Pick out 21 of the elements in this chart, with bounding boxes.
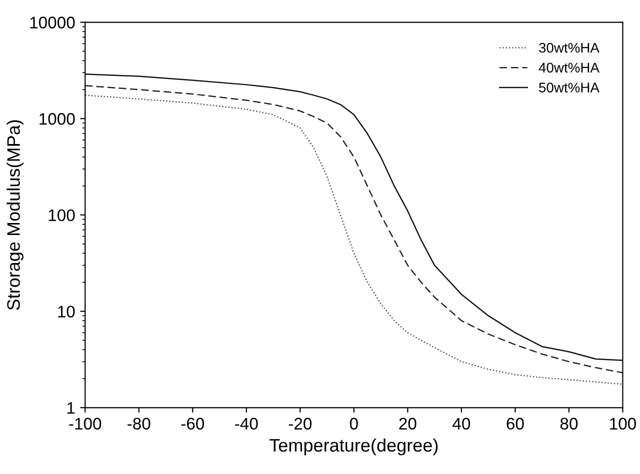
x-tick-label: -40 [235, 418, 258, 430]
legend-label: 30wt%HA [539, 42, 600, 53]
x-tick-label: -20 [288, 418, 312, 430]
x-tick-label: 20 [399, 418, 416, 430]
x-tick-label: 60 [506, 418, 524, 430]
y-axis-title: Strorage Modulus(MPa) [6, 120, 24, 310]
x-axis-title: Temperature(degree) [270, 438, 438, 456]
y-tick-label: 10 [58, 306, 75, 318]
x-tick-label: 80 [560, 418, 578, 430]
x-tick-label: 0 [350, 418, 358, 430]
x-tick-label: 40 [452, 418, 470, 430]
y-tick-label: 1 [67, 402, 75, 414]
x-tick-label: 100 [610, 418, 636, 430]
x-tick-label: -100 [69, 418, 102, 430]
y-tick-label: 1000 [40, 113, 75, 125]
x-tick-label: -60 [181, 418, 204, 430]
legend-label: 40wt%HA [538, 62, 600, 73]
x-tick-label: -80 [128, 418, 150, 430]
legend-label: 50wt%HA [539, 82, 600, 92]
y-tick-label: 10000 [30, 16, 75, 28]
y-tick-label: 100 [48, 209, 75, 222]
